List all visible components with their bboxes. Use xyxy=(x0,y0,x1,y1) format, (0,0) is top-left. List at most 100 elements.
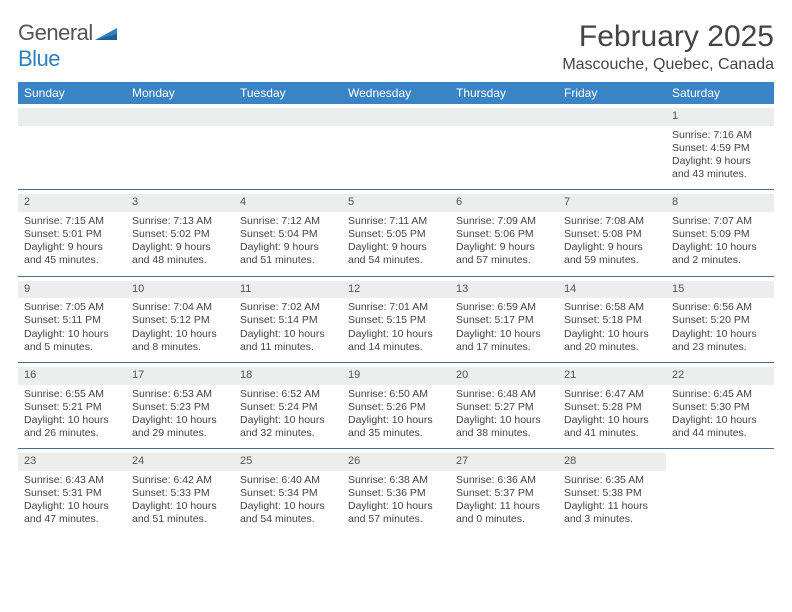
day-cell: 7Sunrise: 7:08 AMSunset: 5:08 PMDaylight… xyxy=(558,190,666,275)
weekday-header: Tuesday xyxy=(234,82,342,104)
sunrise-line: Sunrise: 6:40 AM xyxy=(240,474,336,487)
day-number: 5 xyxy=(342,194,450,212)
daylight-line: Daylight: 9 hours and 45 minutes. xyxy=(24,241,120,267)
sunrise-line: Sunrise: 6:35 AM xyxy=(564,474,660,487)
day-cell: 6Sunrise: 7:09 AMSunset: 5:06 PMDaylight… xyxy=(450,190,558,275)
sunset-line: Sunset: 5:01 PM xyxy=(24,228,120,241)
day-number: 27 xyxy=(450,453,558,471)
sunset-line: Sunset: 5:33 PM xyxy=(132,487,228,500)
sunset-line: Sunset: 5:05 PM xyxy=(348,228,444,241)
daylight-line: Daylight: 10 hours and 38 minutes. xyxy=(456,414,552,440)
sunrise-line: Sunrise: 6:43 AM xyxy=(24,474,120,487)
sunrise-line: Sunrise: 6:59 AM xyxy=(456,301,552,314)
daylight-line: Daylight: 11 hours and 3 minutes. xyxy=(564,500,660,526)
week-row: 9Sunrise: 7:05 AMSunset: 5:11 PMDaylight… xyxy=(18,277,774,363)
day-cell: 26Sunrise: 6:38 AMSunset: 5:36 PMDayligh… xyxy=(342,449,450,534)
daylight-line: Daylight: 10 hours and 51 minutes. xyxy=(132,500,228,526)
daylight-line: Daylight: 10 hours and 8 minutes. xyxy=(132,328,228,354)
day-number: 24 xyxy=(126,453,234,471)
day-number: 4 xyxy=(234,194,342,212)
header: General Blue February 2025 Mascouche, Qu… xyxy=(18,20,774,74)
sunset-line: Sunset: 5:31 PM xyxy=(24,487,120,500)
daylight-line: Daylight: 10 hours and 57 minutes. xyxy=(348,500,444,526)
day-cell: 21Sunrise: 6:47 AMSunset: 5:28 PMDayligh… xyxy=(558,363,666,448)
sunset-line: Sunset: 5:27 PM xyxy=(456,401,552,414)
week-row: 2Sunrise: 7:15 AMSunset: 5:01 PMDaylight… xyxy=(18,190,774,276)
sunset-line: Sunset: 5:12 PM xyxy=(132,314,228,327)
day-cell: 3Sunrise: 7:13 AMSunset: 5:02 PMDaylight… xyxy=(126,190,234,275)
empty-day-band xyxy=(342,108,450,126)
day-cell: 27Sunrise: 6:36 AMSunset: 5:37 PMDayligh… xyxy=(450,449,558,534)
sunset-line: Sunset: 5:08 PM xyxy=(564,228,660,241)
sunrise-line: Sunrise: 6:38 AM xyxy=(348,474,444,487)
day-number: 1 xyxy=(666,108,774,126)
day-cell: 13Sunrise: 6:59 AMSunset: 5:17 PMDayligh… xyxy=(450,277,558,362)
daylight-line: Daylight: 9 hours and 48 minutes. xyxy=(132,241,228,267)
empty-cell xyxy=(450,104,558,189)
day-number: 2 xyxy=(18,194,126,212)
sunrise-line: Sunrise: 6:50 AM xyxy=(348,388,444,401)
sunrise-line: Sunrise: 6:48 AM xyxy=(456,388,552,401)
day-cell: 22Sunrise: 6:45 AMSunset: 5:30 PMDayligh… xyxy=(666,363,774,448)
empty-day-band xyxy=(18,108,126,126)
daylight-line: Daylight: 10 hours and 35 minutes. xyxy=(348,414,444,440)
empty-day-band xyxy=(558,108,666,126)
day-number: 23 xyxy=(18,453,126,471)
day-cell: 4 Sunrise: 7:12 AMSunset: 5:04 PMDaylight… xyxy=(234,190,342,275)
sunrise-line: Sunrise: 7:12 AM xyxy=(240,215,336,228)
day-cell: 9Sunrise: 7:05 AMSunset: 5:11 PMDaylight… xyxy=(18,277,126,362)
day-cell: 10Sunrise: 7:04 AMSunset: 5:12 PMDayligh… xyxy=(126,277,234,362)
day-cell: 20Sunrise: 6:48 AMSunset: 5:27 PMDayligh… xyxy=(450,363,558,448)
sunset-line: Sunset: 5:21 PM xyxy=(24,401,120,414)
sunset-line: Sunset: 5:28 PM xyxy=(564,401,660,414)
sunset-line: Sunset: 4:59 PM xyxy=(672,142,768,155)
daylight-line: Daylight: 10 hours and 54 minutes. xyxy=(240,500,336,526)
daylight-line: Daylight: 10 hours and 32 minutes. xyxy=(240,414,336,440)
day-cell: 24Sunrise: 6:42 AMSunset: 5:33 PMDayligh… xyxy=(126,449,234,534)
day-cell: 5Sunrise: 7:11 AMSunset: 5:05 PMDaylight… xyxy=(342,190,450,275)
sunrise-line: Sunrise: 7:05 AM xyxy=(24,301,120,314)
sunset-line: Sunset: 5:14 PM xyxy=(240,314,336,327)
sunset-line: Sunset: 5:09 PM xyxy=(672,228,768,241)
daylight-line: Daylight: 9 hours and 59 minutes. xyxy=(564,241,660,267)
sunset-line: Sunset: 5:36 PM xyxy=(348,487,444,500)
sunset-line: Sunset: 5:23 PM xyxy=(132,401,228,414)
logo-triangle-icon xyxy=(95,20,117,45)
day-number: 17 xyxy=(126,367,234,385)
sunrise-line: Sunrise: 6:55 AM xyxy=(24,388,120,401)
day-number: 11 xyxy=(234,281,342,299)
day-number: 25 xyxy=(234,453,342,471)
day-cell: 19Sunrise: 6:50 AMSunset: 5:26 PMDayligh… xyxy=(342,363,450,448)
sunset-line: Sunset: 5:30 PM xyxy=(672,401,768,414)
empty-day-band xyxy=(234,108,342,126)
sunset-line: Sunset: 5:04 PM xyxy=(240,228,336,241)
day-cell: 17Sunrise: 6:53 AMSunset: 5:23 PMDayligh… xyxy=(126,363,234,448)
day-number: 6 xyxy=(450,194,558,212)
daylight-line: Daylight: 10 hours and 17 minutes. xyxy=(456,328,552,354)
daylight-line: Daylight: 10 hours and 2 minutes. xyxy=(672,241,768,267)
sunset-line: Sunset: 5:37 PM xyxy=(456,487,552,500)
daylight-line: Daylight: 10 hours and 11 minutes. xyxy=(240,328,336,354)
day-number: 14 xyxy=(558,281,666,299)
sunrise-line: Sunrise: 6:52 AM xyxy=(240,388,336,401)
daylight-line: Daylight: 9 hours and 57 minutes. xyxy=(456,241,552,267)
day-number: 12 xyxy=(342,281,450,299)
daylight-line: Daylight: 10 hours and 44 minutes. xyxy=(672,414,768,440)
weekday-header: Thursday xyxy=(450,82,558,104)
sunset-line: Sunset: 5:24 PM xyxy=(240,401,336,414)
daylight-line: Daylight: 9 hours and 43 minutes. xyxy=(672,155,768,181)
weekday-header: Saturday xyxy=(666,82,774,104)
empty-cell xyxy=(234,104,342,189)
day-number: 7 xyxy=(558,194,666,212)
daylight-line: Daylight: 9 hours and 51 minutes. xyxy=(240,241,336,267)
week-row: 16Sunrise: 6:55 AMSunset: 5:21 PMDayligh… xyxy=(18,363,774,449)
day-number: 22 xyxy=(666,367,774,385)
weekday-header-row: SundayMondayTuesdayWednesdayThursdayFrid… xyxy=(18,82,774,104)
empty-cell xyxy=(342,104,450,189)
weekday-header: Friday xyxy=(558,82,666,104)
location: Mascouche, Quebec, Canada xyxy=(562,56,774,74)
day-number: 9 xyxy=(18,281,126,299)
sunrise-line: Sunrise: 6:47 AM xyxy=(564,388,660,401)
month-title: February 2025 xyxy=(562,20,774,54)
sunrise-line: Sunrise: 7:07 AM xyxy=(672,215,768,228)
